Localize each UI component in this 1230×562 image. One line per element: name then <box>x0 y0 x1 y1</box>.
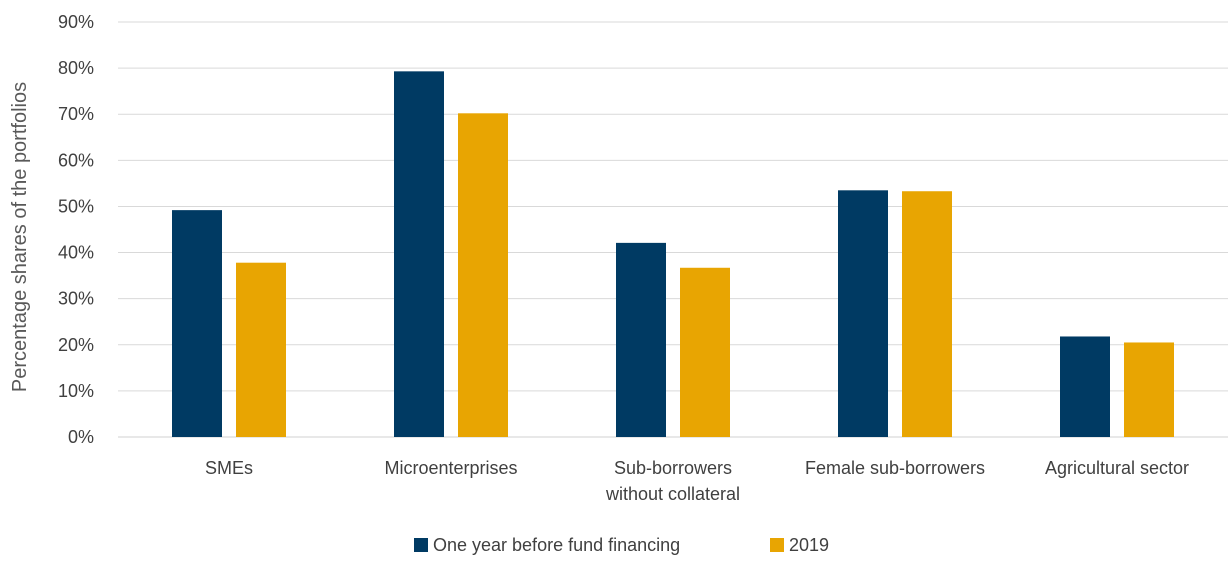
x-category-label: without collateral <box>605 484 740 504</box>
x-category-label: SMEs <box>205 458 253 478</box>
bar-series-2019 <box>1124 342 1174 437</box>
y-tick-label: 90% <box>58 12 94 32</box>
x-category-label: Microenterprises <box>384 458 517 478</box>
x-category-label: Agricultural sector <box>1045 458 1189 478</box>
bar-before-financing <box>838 190 888 437</box>
y-tick-label: 20% <box>58 335 94 355</box>
legend-label: One year before fund financing <box>433 535 680 555</box>
legend: One year before fund financing 2019 <box>414 535 829 555</box>
bar-series-2019 <box>236 262 286 437</box>
bar-series-2019 <box>902 191 952 437</box>
y-axis-ticks: 0% 10% 20% 30% 40% 50% 60% 70% 80% 90% <box>58 12 94 447</box>
bar-series-2019 <box>680 267 730 437</box>
bars <box>172 71 1174 438</box>
y-tick-label: 80% <box>58 58 94 78</box>
y-tick-label: 50% <box>58 196 94 216</box>
legend-label: 2019 <box>789 535 829 555</box>
gridlines <box>118 21 1228 438</box>
x-category-label: Sub-borrowers <box>614 458 732 478</box>
x-category-label: Female sub-borrowers <box>805 458 985 478</box>
bar-before-financing <box>394 71 444 437</box>
bar-before-financing <box>616 242 666 437</box>
y-axis-title: Percentage shares of the portfolios <box>9 82 31 392</box>
y-tick-label: 10% <box>58 381 94 401</box>
bar-series-2019 <box>458 113 508 438</box>
y-tick-label: 40% <box>58 243 94 263</box>
bar-before-financing <box>1060 336 1110 437</box>
legend-swatch <box>414 538 428 552</box>
y-tick-label: 30% <box>58 289 94 309</box>
bar-before-financing <box>172 210 222 437</box>
x-axis-labels: SMEs Microenterprises Sub-borrowers without… <box>205 458 1189 504</box>
y-tick-label: 70% <box>58 104 94 124</box>
y-tick-label: 60% <box>58 150 94 170</box>
y-tick-label: 0% <box>68 427 94 447</box>
legend-swatch <box>770 538 784 552</box>
